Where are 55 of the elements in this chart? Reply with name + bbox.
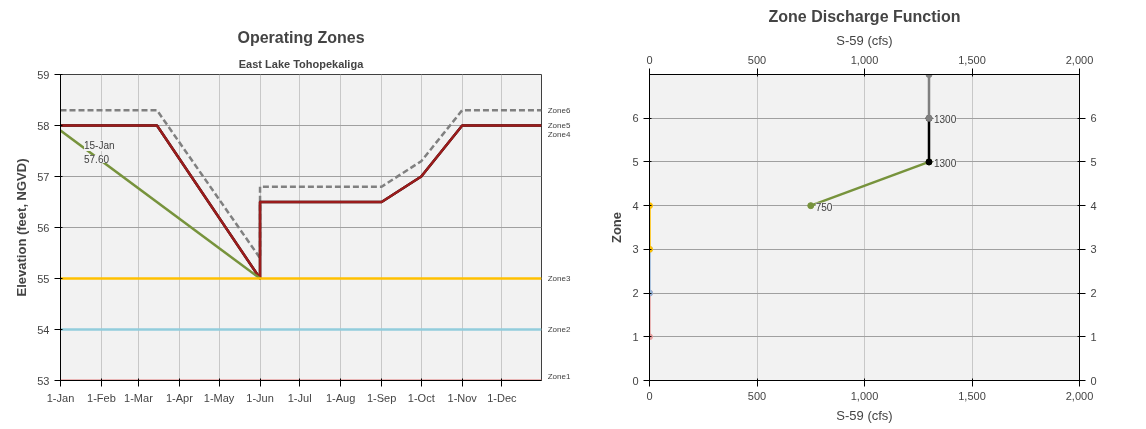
annotation: 1300 <box>934 157 957 169</box>
y2-tick-label: 3 <box>1090 243 1097 256</box>
series-label: Zone2 <box>547 325 571 334</box>
x-tick-label: 1-May <box>203 391 235 404</box>
y-tick-label: 1 <box>632 330 639 343</box>
x-tick-label: 1,500 <box>958 53 986 66</box>
x-tick-label: 1-Mar <box>124 391 154 404</box>
y-tick-label: 54 <box>37 323 50 336</box>
annotation: 750 <box>815 201 833 213</box>
series-label: Zone1 <box>547 371 571 381</box>
x-tick-label: 0 <box>646 53 653 66</box>
x-tick-label: 1-Apr <box>165 391 194 404</box>
y-tick-label: 4 <box>632 199 639 212</box>
x-tick-label: 1-Oct <box>407 391 435 404</box>
y2-tick-label: 1 <box>1090 330 1097 343</box>
x-tick-label: 1-Sep <box>366 391 397 404</box>
y-axis-title: Zone <box>609 211 625 244</box>
y-tick-label: 57 <box>37 170 50 183</box>
y2-tick-label: 6 <box>1090 112 1097 125</box>
x-tick-label: 1-Nov <box>447 391 478 404</box>
x-axis-title: S-59 (cfs) <box>836 32 893 48</box>
y-tick-label: 0 <box>632 374 639 387</box>
y-tick-label: 3 <box>632 243 639 256</box>
y-tick-label: 55 <box>37 272 50 285</box>
y-tick-label: 5 <box>632 155 639 168</box>
chart-subtitle: East Lake Tohopekaliga <box>238 57 365 70</box>
x-tick-label: 1-Dec <box>487 391 518 404</box>
x-tick-label: 1-Feb <box>87 391 116 404</box>
annotation: 15-Jan 57.60 <box>84 139 115 165</box>
x-tick-label: 500 <box>747 53 767 66</box>
y2-tick-label: 5 <box>1090 155 1097 168</box>
x-tick-label: 1-Jun <box>246 391 274 404</box>
y-tick-label: 56 <box>37 221 50 234</box>
series-label: Zone5 <box>547 121 571 130</box>
y-tick-label: 59 <box>37 68 50 81</box>
x-tick-label: 1-Jul <box>287 391 312 404</box>
y2-tick-label: 0 <box>1090 374 1097 387</box>
y-tick-label: 2 <box>632 287 639 300</box>
y-tick-label: 6 <box>632 112 639 125</box>
x-tick-label: 1-Aug <box>325 391 356 404</box>
y2-tick-label: 4 <box>1090 199 1097 212</box>
y-tick-label: 53 <box>37 374 50 387</box>
series-label: Zone3 <box>547 274 571 283</box>
x-tick-label: 1-Jan <box>46 391 75 404</box>
chart-title: Zone Discharge Function <box>768 7 961 25</box>
x2-axis-title: S-59 (cfs) <box>836 407 893 423</box>
chart-title: Operating Zones <box>237 28 365 46</box>
y-tick-label: 58 <box>37 119 50 132</box>
y-axis-title: Elevation (feet, NGVD) <box>14 158 30 297</box>
annotation: 1300 <box>934 114 957 126</box>
series-label: Zone4 <box>547 130 571 139</box>
y2-tick-label: 2 <box>1090 287 1097 300</box>
x-tick-label: 1,000 <box>850 53 879 66</box>
series-label: Zone6 <box>547 105 571 115</box>
x-tick-label: 2,000 <box>1065 53 1094 66</box>
